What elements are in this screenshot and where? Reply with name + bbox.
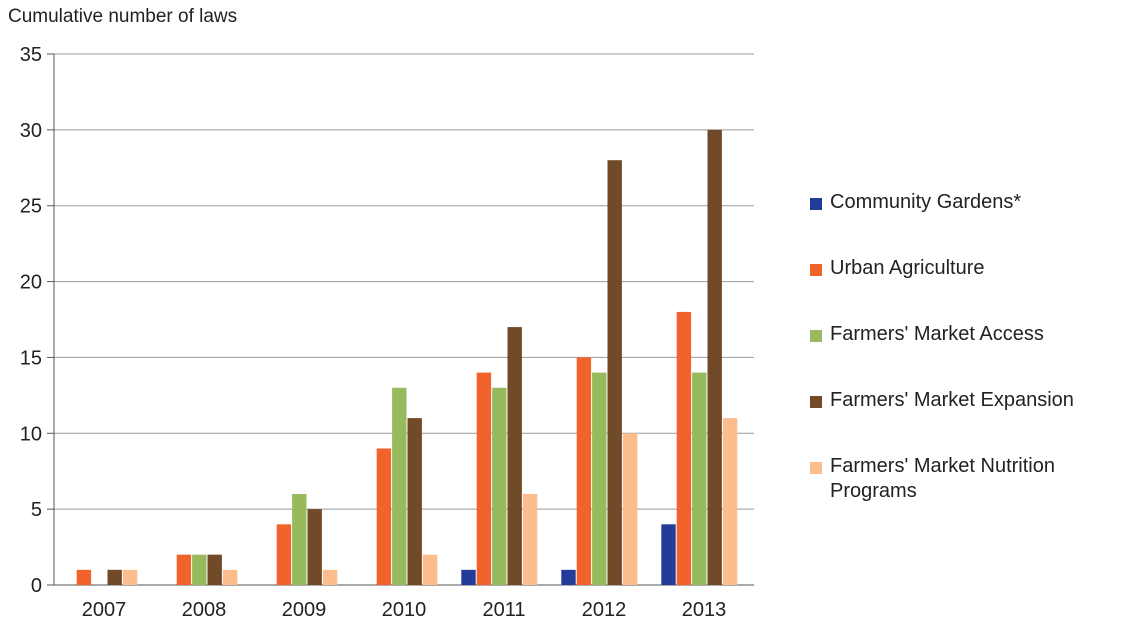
bar: [292, 493, 307, 585]
bar: [222, 569, 238, 585]
bar: [176, 554, 192, 585]
bar: [192, 554, 207, 585]
x-tick-label: 2008: [182, 599, 227, 621]
bar: [122, 569, 138, 585]
x-tick-label: 2010: [382, 599, 427, 621]
bar: [722, 418, 738, 585]
legend-item: Urban Agriculture: [810, 250, 1120, 316]
bar: [507, 327, 522, 585]
legend-item: Farmers' Market Nutrition Programs: [810, 448, 1120, 514]
bar: [476, 372, 492, 585]
bar: [661, 524, 676, 585]
legend-swatch: [810, 330, 822, 342]
bar: [561, 569, 576, 585]
legend-label: Community Gardens*: [830, 191, 1022, 213]
legend-label: Farmers' Market Nutrition Programs: [830, 455, 1055, 502]
y-tick-label: 15: [20, 347, 42, 369]
y-tick-label: 25: [20, 196, 42, 218]
x-tick-label: 2011: [482, 599, 525, 621]
y-tick-label: 5: [31, 499, 42, 521]
bar: [461, 569, 476, 585]
bar: [676, 311, 692, 585]
x-tick-label: 2007: [82, 599, 127, 621]
bar: [107, 569, 122, 585]
legend-swatch: [810, 264, 822, 276]
bar: [592, 372, 607, 585]
bar: [422, 554, 438, 585]
legend: Community Gardens* Urban Agriculture Farme…: [810, 184, 1120, 514]
legend-label: Farmers' Market Access: [830, 323, 1044, 345]
y-tick-label: 30: [20, 120, 42, 142]
bar: [207, 554, 222, 585]
bar: [622, 433, 638, 585]
x-tick-label: 2013: [682, 599, 727, 621]
bar: [376, 448, 392, 585]
bar: [322, 569, 338, 585]
legend-label: Urban Agriculture: [830, 257, 985, 279]
bar: [576, 357, 592, 585]
legend-item: Community Gardens*: [810, 184, 1120, 250]
bar: [276, 524, 292, 585]
legend-swatch: [810, 198, 822, 210]
bar: [707, 129, 722, 585]
bar: [522, 493, 538, 585]
bar: [76, 569, 92, 585]
bar: [492, 387, 507, 585]
bar: [407, 418, 422, 585]
y-tick-label: 0: [31, 575, 42, 597]
y-axis-label: Cumulative number of laws: [8, 6, 238, 27]
legend-swatch: [810, 462, 822, 474]
bar: [392, 387, 407, 585]
bar: [692, 372, 707, 585]
legend-item: Farmers' Market Access: [810, 316, 1120, 382]
bar: [607, 160, 622, 585]
x-tick-label: 2012: [582, 599, 627, 621]
legend-label: Farmers' Market Expansion: [830, 389, 1074, 411]
legend-swatch: [810, 396, 822, 408]
y-tick-label: 35: [20, 44, 42, 66]
y-tick-label: 20: [20, 272, 42, 294]
bar: [307, 509, 322, 585]
y-tick-label: 10: [20, 423, 42, 445]
legend-item: Farmers' Market Expansion: [810, 382, 1120, 448]
x-tick-label: 2009: [282, 599, 327, 621]
